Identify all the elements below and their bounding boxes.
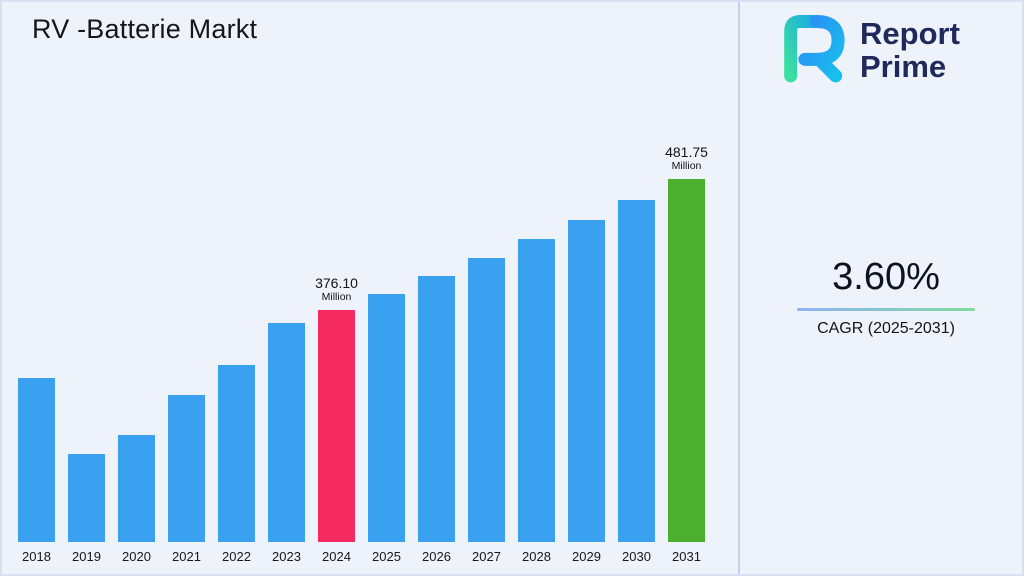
bar-2025 <box>368 294 405 542</box>
axis-label-2025: 2025 <box>372 549 401 564</box>
bar-2021 <box>168 395 205 542</box>
axis-label-2019: 2019 <box>72 549 101 564</box>
axis-label-2026: 2026 <box>422 549 451 564</box>
axis-label-2022: 2022 <box>222 549 251 564</box>
bar-column-2019: 2019 <box>68 454 105 564</box>
bar-value-2024: 376.10 <box>315 274 358 291</box>
axis-label-2023: 2023 <box>272 549 301 564</box>
axis-label-2031: 2031 <box>672 549 701 564</box>
axis-label-2029: 2029 <box>572 549 601 564</box>
bar-2023 <box>268 323 305 542</box>
page-title: RV -Batterie Markt <box>32 14 258 44</box>
bar-2028 <box>518 239 555 542</box>
bar-2031 <box>668 179 705 542</box>
bar-2020 <box>118 435 155 542</box>
bar-column-2022: 2022 <box>218 365 255 564</box>
axis-label-2020: 2020 <box>122 549 151 564</box>
bar-value-label-2024: 376.10 Million <box>315 275 358 303</box>
axis-label-2028: 2028 <box>522 549 551 564</box>
bar-chart: 2018 2019 2020 2021 2022 2023 376.10 Million 202… <box>18 144 708 564</box>
cagr-value: 3.60% <box>832 256 940 298</box>
axis-label-2021: 2021 <box>172 549 201 564</box>
bar-column-2021: 2021 <box>168 395 205 564</box>
bar-column-2027: 2027 <box>468 258 505 564</box>
bar-unit-2024: Million <box>321 290 352 303</box>
bar-column-2018: 2018 <box>18 378 55 564</box>
logo-word-prime: Prime <box>860 49 947 84</box>
bar-column-2024: 376.10 Million 2024 <box>315 275 358 564</box>
report-prime-logo-icon <box>774 12 850 88</box>
cagr-label: CAGR (2025-2031) <box>817 320 955 337</box>
bar-column-2030: 2030 <box>618 200 655 564</box>
bar-2024 <box>318 310 355 542</box>
bar-2030 <box>618 200 655 542</box>
bar-2022 <box>218 365 255 542</box>
cagr-underline <box>797 308 975 311</box>
bar-2026 <box>418 276 455 542</box>
bar-column-2031: 481.75 Million 2031 <box>665 144 708 564</box>
axis-label-2024: 2024 <box>322 549 351 564</box>
bar-column-2026: 2026 <box>418 276 455 564</box>
axis-label-2027: 2027 <box>472 549 501 564</box>
bar-2027 <box>468 258 505 542</box>
bar-column-2028: 2028 <box>518 239 555 564</box>
bar-value-2031: 481.75 <box>665 143 708 160</box>
bar-value-label-2031: 481.75 Million <box>665 144 708 172</box>
bar-2029 <box>568 220 605 542</box>
vertical-divider <box>738 2 740 574</box>
bar-column-2020: 2020 <box>118 435 155 564</box>
report-prime-logo-text: Report Prime <box>860 15 960 84</box>
bar-column-2023: 2023 <box>268 323 305 564</box>
cagr-panel: 3.60% CAGR (2025-2031) <box>790 256 982 338</box>
axis-label-2030: 2030 <box>622 549 651 564</box>
logo-word-report: Report <box>860 15 960 51</box>
report-prime-logo: Report Prime <box>774 12 960 88</box>
bar-2019 <box>68 454 105 542</box>
bar-2018 <box>18 378 55 542</box>
bar-unit-2031: Million <box>671 159 702 172</box>
bar-column-2029: 2029 <box>568 220 605 564</box>
axis-label-2018: 2018 <box>22 549 51 564</box>
bar-column-2025: 2025 <box>368 294 405 564</box>
